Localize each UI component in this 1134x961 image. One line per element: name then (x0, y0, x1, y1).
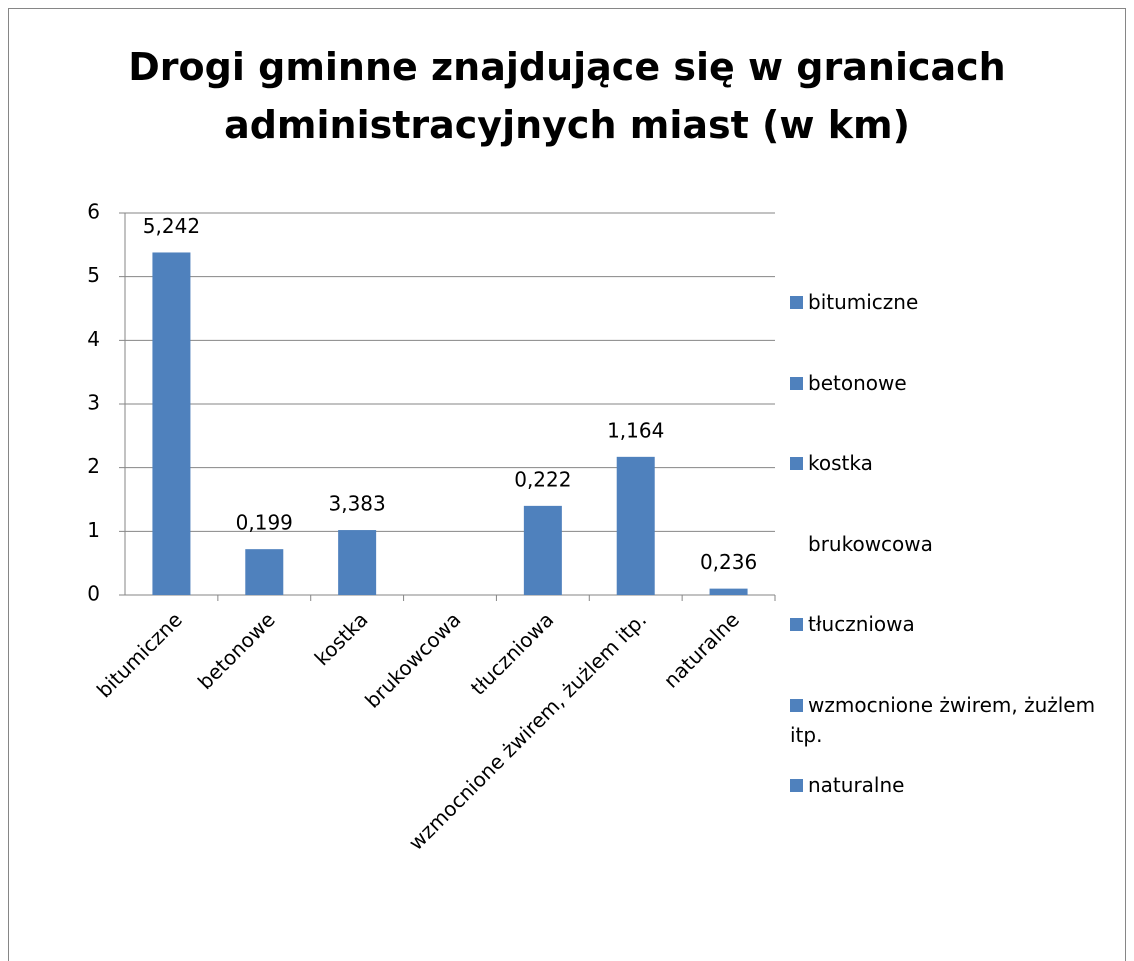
legend-label: betonowe (808, 370, 907, 395)
legend-label: tłuczniowa (808, 612, 915, 636)
data-label: 0,199 (236, 511, 293, 535)
bar (523, 505, 562, 595)
legend-entry: bitumiczne (790, 287, 1128, 317)
bar (616, 456, 655, 595)
x-tick-label: bitumiczne (92, 607, 187, 702)
x-tick-label: tłuczniowa (466, 607, 558, 699)
data-label: 5,242 (143, 214, 200, 238)
y-tick-label: 6 (87, 200, 100, 224)
x-tick-label: betonowe (193, 607, 280, 694)
y-tick-label: 5 (87, 263, 100, 287)
legend-entry: brukowcowa (808, 529, 1134, 559)
legend-label: bitumiczne (808, 290, 919, 314)
x-tick-label: kostka (310, 607, 373, 670)
legend-entry: wzmocnione żwirem, żużlem itp. (790, 690, 1128, 750)
legend-swatch (790, 618, 803, 631)
legend-swatch (790, 779, 803, 792)
legend-label: naturalne (808, 773, 905, 797)
legend-entry: tłuczniowa (790, 609, 1128, 639)
data-label: 1,164 (607, 418, 664, 442)
data-label: 0,236 (700, 550, 757, 574)
x-tick-label: naturalne (659, 607, 744, 692)
legend-swatch (790, 296, 803, 309)
legend-label: wzmocnione żwirem, żużlem itp. (790, 692, 1096, 747)
chart-title: Drogi gminne znajdujące się w granicach … (128, 45, 1006, 147)
legend-entry: naturalne (790, 770, 1128, 800)
y-tick-label: 4 (87, 327, 100, 351)
x-tick-label: brukowcowa (360, 607, 465, 712)
data-label: 3,383 (329, 492, 386, 516)
legend-swatch (790, 698, 803, 712)
data-label: 0,222 (514, 467, 571, 491)
legend-entry: kostka (790, 448, 1128, 478)
bar (338, 530, 377, 595)
bar (152, 252, 191, 595)
chart-frame (8, 8, 1126, 961)
y-tick-label: 3 (87, 391, 100, 415)
legend-entry: betonowe (790, 368, 1128, 398)
y-tick-label: 0 (87, 582, 100, 606)
bar (245, 549, 284, 595)
bar (709, 588, 748, 595)
y-tick-label: 1 (87, 518, 100, 542)
legend-swatch (790, 376, 803, 390)
legend-label: brukowcowa (808, 531, 933, 556)
y-tick-label: 2 (87, 454, 100, 478)
legend-swatch (790, 457, 803, 470)
legend-label: kostka (808, 451, 873, 475)
